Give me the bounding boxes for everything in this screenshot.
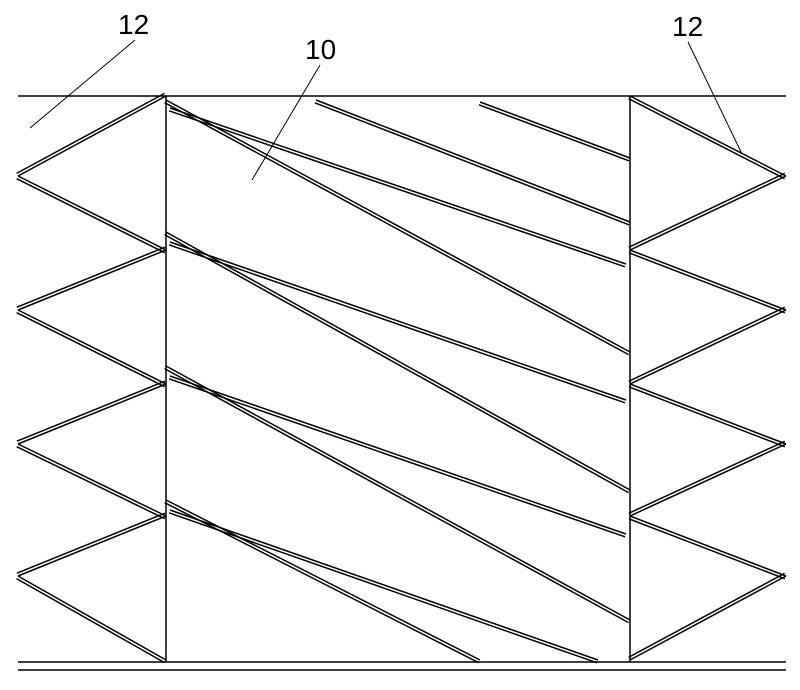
technical-diagram: 12 10 12 <box>0 0 800 690</box>
svg-text:12: 12 <box>118 9 149 40</box>
svg-text:12: 12 <box>672 11 703 42</box>
svg-text:10: 10 <box>305 34 336 65</box>
